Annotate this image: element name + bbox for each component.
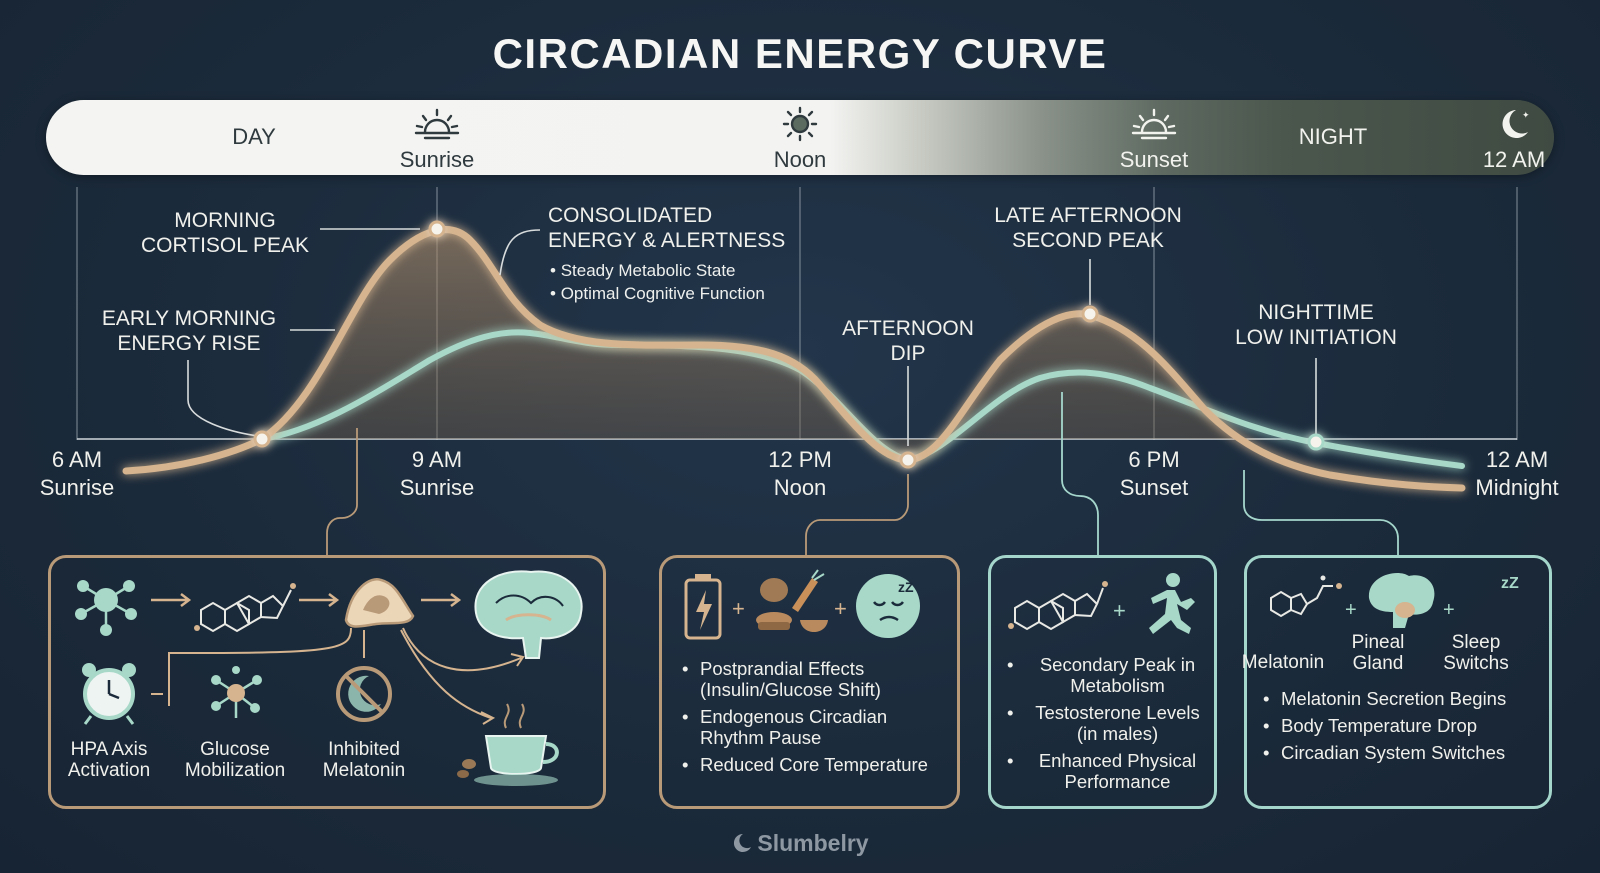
dip-bullets: Postprandial Effects(Insulin/Glucose Shi… — [680, 658, 955, 781]
svg-text:zZ: zZ — [898, 579, 914, 595]
brain-icon — [474, 570, 583, 659]
food-icon — [756, 569, 828, 632]
tick-6pm: 6 PM Sunset — [1119, 447, 1189, 500]
energy-curve — [122, 226, 1466, 492]
caption-pineal-gland: Pineal Gland — [1351, 632, 1405, 674]
connector-dip — [805, 474, 909, 555]
svg-text:zZ: zZ — [1501, 575, 1519, 592]
moon-stars-icon: ✦ — [1494, 106, 1534, 147]
consolidated-bullets: Steady Metabolic State Optimal Cognitive… — [550, 259, 765, 305]
battery-icon — [684, 574, 722, 640]
panel-night: + + zZ Melatonin Pineal Gland Sleep Switch… — [1241, 555, 1552, 809]
bullet-item: Steady Metabolic State — [550, 259, 765, 282]
bullet-item: Postprandial Effects(Insulin/Glucose Shi… — [680, 658, 955, 700]
pineal-gland-icon — [1368, 572, 1435, 628]
noon-label: Noon — [773, 147, 827, 172]
caption-sleep-switch: Sleep Switchs — [1443, 632, 1509, 674]
brand-logo: Slumbelry — [0, 830, 1600, 860]
svg-text:+: + — [834, 596, 847, 621]
connector-morning — [326, 428, 358, 555]
page-title: CIRCADIAN ENERGY CURVE — [492, 30, 1108, 77]
caption-inhibited-melatonin: Inhibited Melatonin — [322, 739, 406, 781]
coffee-cup-icon — [457, 703, 559, 786]
glucose-molecule-icon — [211, 666, 262, 718]
midnight-label: 12 AM — [1482, 147, 1546, 172]
point-afternoon-dip — [899, 451, 917, 469]
svg-text:+: + — [1345, 599, 1357, 621]
adrenal-gland-icon — [344, 578, 415, 628]
brand-moon-icon — [731, 832, 753, 860]
bullet-item: Body Temperature Drop — [1261, 715, 1546, 736]
tick-12am: 12 AM Midnight — [1475, 447, 1559, 500]
svg-text:+: + — [1443, 599, 1455, 621]
alarm-clock-icon — [82, 663, 136, 725]
steroid-icon — [194, 583, 296, 633]
melatonin-molecule-icon — [1270, 575, 1342, 618]
bullet-item: Circadian System Switches — [1261, 742, 1546, 763]
connector-second-peak — [1061, 392, 1099, 555]
day-label: DAY — [232, 124, 276, 149]
connector-night — [1243, 470, 1399, 555]
tick-6am: 6 AM Sunrise — [39, 447, 115, 500]
panel-morning: HPA Axis Activation Glucose Mobilization I… — [48, 555, 606, 809]
point-night-low — [1307, 433, 1325, 451]
runner-icon — [1149, 573, 1195, 634]
svg-text:+: + — [732, 596, 745, 621]
energy-area — [262, 229, 1250, 460]
label-afternoon-dip: AFTERNOON DIP — [842, 317, 974, 365]
caption-melatonin: Melatonin — [1241, 652, 1325, 673]
tick-12pm: 12 PM Noon — [768, 447, 832, 500]
leader-consolidated — [499, 229, 541, 276]
label-consolidated: CONSOLIDATED ENERGY & ALERTNESS — [548, 204, 786, 252]
point-cortisol-peak — [428, 220, 446, 238]
night-bullets: Melatonin Secretion Begins Body Temperat… — [1261, 688, 1546, 769]
label-night-low: NIGHTTIME LOW INITIATION — [1235, 301, 1397, 349]
sunset-label: Sunset — [1119, 147, 1189, 172]
point-second-peak — [1081, 305, 1099, 323]
svg-text:+: + — [1113, 598, 1126, 623]
steroid-icon — [1008, 581, 1108, 631]
label-cortisol-peak: MORNING CORTISOL PEAK — [140, 209, 310, 257]
label-early-rise: EARLY MORNING ENERGY RISE — [101, 307, 277, 355]
sunrise-icon — [413, 106, 461, 145]
sleepy-face-icon: zZ — [856, 574, 920, 638]
sunset-icon — [1130, 106, 1178, 145]
no-moon-icon — [336, 666, 392, 722]
sunrise-label: Sunrise — [399, 147, 475, 172]
tick-9am: 9 AM Sunrise — [399, 447, 475, 500]
caption-glucose: Glucose Mobilization — [184, 739, 286, 781]
bullet-item: Melatonin Secretion Begins — [1261, 688, 1546, 709]
molecule-icon — [75, 580, 137, 636]
panel-afternoon-dip: + + zZ Postprandial Effects(Insulin/Gluc… — [659, 555, 960, 809]
label-second-peak: LATE AFTERNOON SECOND PEAK — [994, 204, 1182, 252]
bullet-item: Optimal Cognitive Function — [550, 282, 765, 305]
svg-text:✦: ✦ — [1522, 111, 1530, 121]
moon-zz-icon: zZ — [1472, 574, 1519, 620]
bullet-item: Reduced Core Temperature — [680, 754, 955, 775]
caption-hpa-axis: HPA Axis Activation — [67, 739, 151, 781]
point-early-rise — [253, 430, 271, 448]
bullet-item: Testosterone Levels(in males) — [1005, 702, 1210, 744]
leader-early-down — [187, 360, 259, 437]
night-label: NIGHT — [1298, 124, 1368, 149]
sun-icon — [780, 106, 820, 147]
